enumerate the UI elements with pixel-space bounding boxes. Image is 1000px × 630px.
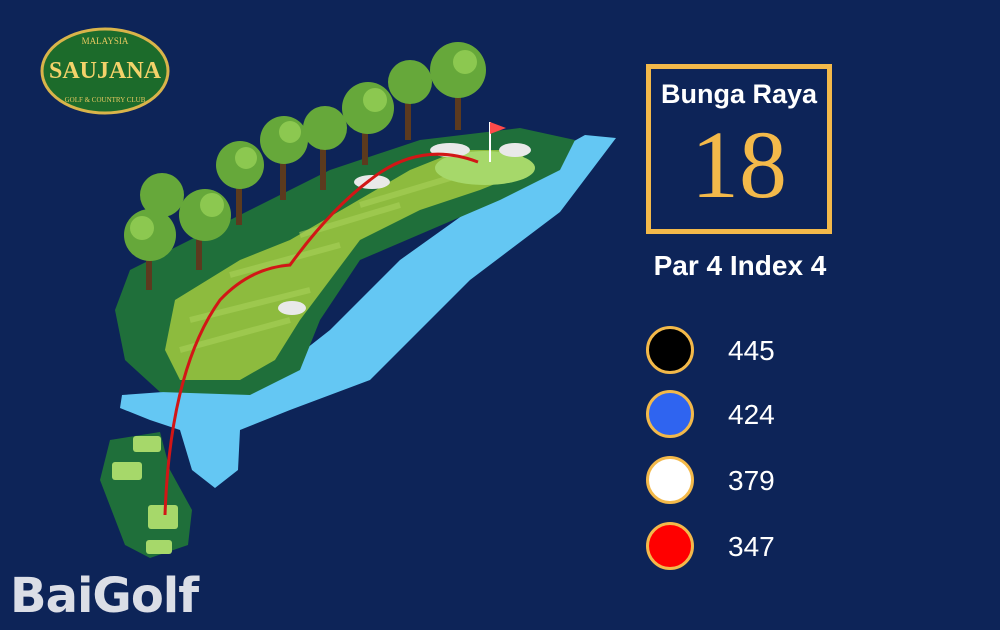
- tee-marker-icon: [646, 522, 694, 570]
- logo-name: SAUJANA: [49, 58, 162, 84]
- tee-marker-icon: [646, 390, 694, 438]
- tee-marker-icon: [646, 456, 694, 504]
- logo-bottom-text: GOLF & COUNTRY CLUB: [65, 96, 146, 104]
- hole-number: 18: [691, 111, 787, 218]
- fairway: [165, 150, 530, 380]
- course-name: Bunga Raya: [660, 79, 818, 109]
- tee-row-red: 347: [646, 522, 846, 574]
- watermark: BaiGolf: [10, 568, 199, 624]
- tee-marker-icon: [646, 326, 694, 374]
- tee-yardage: 379: [728, 465, 775, 496]
- par-index: Par 4 Index 4: [653, 250, 827, 281]
- club-logo: MALAYSIA SAUJANA GOLF & COUNTRY CLUB: [40, 27, 170, 115]
- tee-box: [148, 505, 178, 529]
- tee-box: [112, 462, 142, 480]
- hole-info-box: Bunga Raya 18: [646, 64, 832, 234]
- logo-top-text: MALAYSIA: [82, 36, 129, 46]
- tree-line: [124, 42, 486, 290]
- tee-box: [146, 540, 172, 554]
- tee-yardage: 424: [728, 399, 775, 430]
- flag: [490, 122, 506, 134]
- shot-line: [163, 152, 479, 516]
- tee-row-blue: 424: [646, 390, 846, 442]
- tee-row-black: 445: [646, 326, 846, 378]
- tee-box: [133, 436, 161, 452]
- tee-yardage: 347: [728, 531, 775, 562]
- putting-green: [435, 151, 535, 185]
- bunker: [499, 143, 531, 157]
- bunker: [278, 301, 306, 315]
- tee-row-white: 379: [646, 456, 846, 508]
- tee-yardage: 445: [728, 335, 775, 366]
- water-hazard: [120, 135, 616, 488]
